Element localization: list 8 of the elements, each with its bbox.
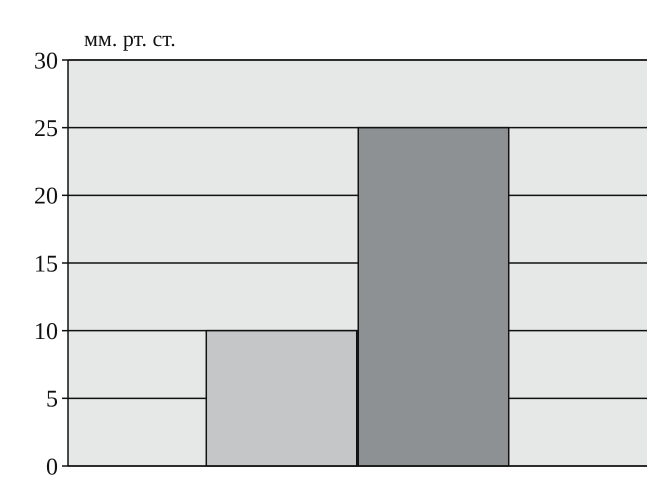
- y-tick-label: 5: [46, 386, 58, 413]
- y-tick-label: 15: [34, 251, 58, 278]
- y-tick-label: 25: [34, 116, 58, 142]
- y-axis-title: мм. рт. ст.: [84, 26, 176, 51]
- y-tick-label: 0: [46, 454, 58, 480]
- y-tick-label: 30: [34, 48, 58, 74]
- y-tick-label: 20: [34, 184, 58, 210]
- y-tick-label: 10: [34, 319, 58, 346]
